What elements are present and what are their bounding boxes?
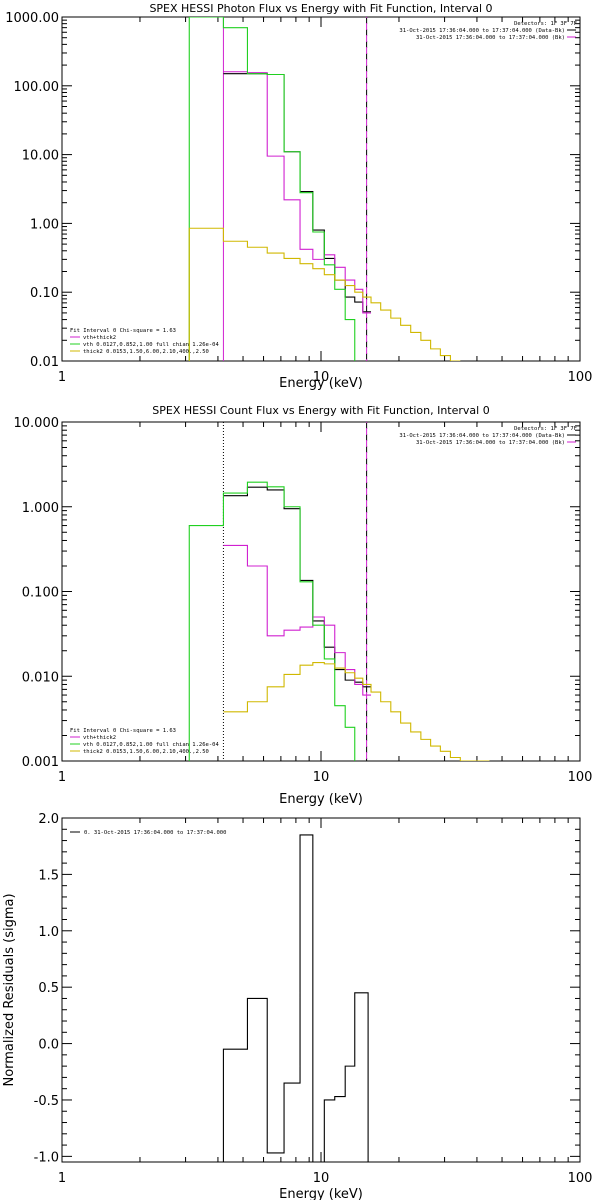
fit-legend-entry: vth+thick2 (83, 335, 116, 341)
x-tick-label: 10 (313, 1171, 330, 1186)
y-tick-label: 0.5 (38, 981, 59, 996)
series-line-1 (222, 834, 369, 1162)
legend-entry: 31-Oct-2015 17:36:04.000 to 17:37:04.000… (399, 28, 565, 34)
y-tick-label: 0.010 (22, 670, 59, 685)
y-tick-label: 0.001 (22, 755, 59, 770)
x-axis-label: Energy (keV) (279, 1187, 363, 1200)
fit-legend-header: Fit Interval 0 Chi-square = 1.63 (70, 728, 176, 734)
x-tick-label: 10 (313, 370, 330, 385)
series-group (188, 422, 490, 761)
plot-frame (61, 421, 581, 762)
x-tick-label: 1 (58, 370, 66, 385)
y-tick-label: 0.100 (22, 586, 59, 601)
plot-frame (61, 16, 581, 362)
y-tick-label: 1.000 (22, 501, 59, 516)
y-tick-label: 1.5 (38, 868, 59, 883)
legend-header: Detectors: 1F 3F 7F (514, 21, 577, 27)
y-tick-label: 1000.00 (5, 11, 59, 26)
x-tick-label: 10 (313, 770, 330, 785)
fit-legend-entry: vth 0.0127,0.852,1.00 full chian 1.26e-0… (83, 742, 219, 748)
y-tick-label: 0.10 (30, 286, 59, 301)
chart-panel-2: SPEX HESSI Count Flux vs Energy with Fit… (14, 404, 593, 807)
y-tick-label: 10.00 (22, 149, 59, 164)
y-tick-label: 10.000 (14, 416, 60, 431)
chart-panel-3: 1 10 100 -1.0 -0.5 0.0 0.5 1.0 1.5 2.0 Energy (keV… (2, 812, 592, 1200)
x-axis-label: Energy (keV) (279, 792, 363, 807)
fit-legend-entry: vth 0.0127,0.852,1.00 full chian 1.26e-0… (83, 342, 219, 348)
y-axis-label: Normalized Residuals (sigma) (2, 893, 17, 1086)
y-tick-label: 2.0 (38, 812, 59, 827)
legend-entry: 0. 31-Oct-2015 17:36:04.000 to 17:37:04.… (84, 830, 226, 836)
y-tick-label: 1.0 (38, 925, 59, 940)
chart-title: SPEX HESSI Photon Flux vs Energy with Fi… (149, 2, 492, 15)
x-tick-label: 1 (58, 1171, 66, 1186)
y-tick-label: -1.0 (34, 1150, 59, 1165)
series-line-4 (223, 662, 490, 761)
fit-legend-entry: thick2 0.0153,1.50,6.00,2.10,400.,2.50 (83, 749, 209, 755)
series-line-1 (223, 73, 372, 313)
x-tick-label: 100 (568, 770, 593, 785)
series-line-2 (223, 71, 372, 314)
series-group (222, 834, 369, 1162)
fit-legend-entry: vth+thick2 (83, 735, 116, 741)
chart-title: SPEX HESSI Count Flux vs Energy with Fit… (152, 404, 489, 417)
series-line-3 (188, 17, 356, 361)
legend-entry: 31-Oct-2015 17:36:04.000 to 17:37:04.000… (416, 35, 565, 41)
series-group (188, 17, 461, 361)
series-line-4 (188, 227, 461, 361)
x-tick-label: 100 (568, 1171, 593, 1186)
x-tick-label: 1 (58, 770, 66, 785)
legend-header: Detectors: 1F 3F 7F (514, 426, 577, 432)
y-tick-label: -0.5 (34, 1094, 59, 1109)
y-tick-label: 0.01 (30, 355, 59, 370)
legend-entry: 31-Oct-2015 17:36:04.000 to 17:37:04.000… (399, 433, 565, 439)
plot-frame (61, 817, 581, 1163)
fit-legend-header: Fit Interval 0 Chi-square = 1.63 (70, 328, 176, 334)
series-line-1 (223, 486, 372, 688)
y-tick-label: 0.0 (38, 1038, 59, 1053)
series-line-3 (188, 481, 356, 761)
y-tick-label: 100.00 (14, 80, 60, 95)
legend-entry: 31-Oct-2015 17:36:04.000 to 17:37:04.000… (416, 440, 565, 446)
y-tick-label: 1.00 (30, 217, 59, 232)
x-tick-label: 100 (568, 370, 593, 385)
fit-legend-entry: thick2 0.0153,1.50,6.00,2.10,400.,2.50 (83, 349, 209, 355)
x-axis-label: Energy (keV) (279, 376, 363, 391)
chart-panel-1: SPEX HESSI Photon Flux vs Energy with Fi… (5, 2, 592, 391)
